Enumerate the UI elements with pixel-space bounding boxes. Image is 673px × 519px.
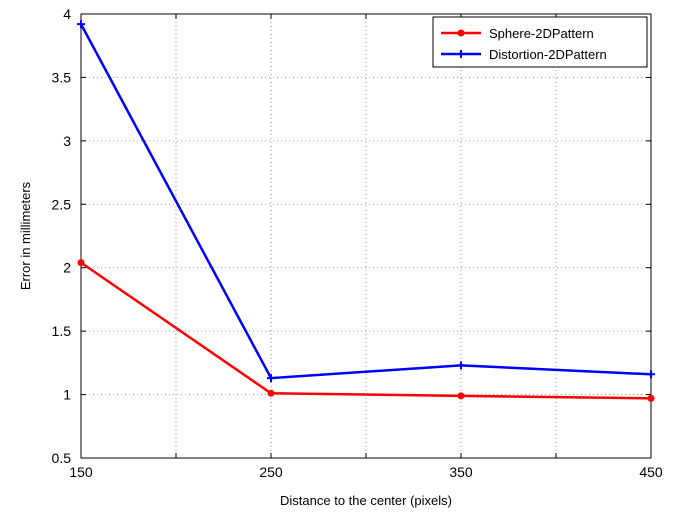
series-line-1 bbox=[79, 23, 652, 380]
data-point bbox=[647, 370, 655, 379]
legend-box bbox=[432, 16, 648, 68]
series bbox=[77, 20, 655, 402]
ticks: 150 250 350 450 0.5 1 1.5 2 2.5 3 3.5 4 bbox=[52, 6, 663, 480]
y-tick-label: 1.5 bbox=[52, 323, 72, 339]
data-point bbox=[267, 374, 275, 383]
legend-marker-distortion bbox=[457, 50, 465, 58]
y-tick-label: 2 bbox=[63, 260, 71, 276]
x-axis-label: Distance to the center (pixels) bbox=[280, 493, 452, 508]
legend: Sphere-2DPattern Distortion-2DPattern bbox=[432, 16, 648, 68]
y-tick-label: 2.5 bbox=[52, 196, 72, 212]
series-line-0 bbox=[80, 261, 652, 400]
plot-frame bbox=[80, 13, 652, 459]
legend-marker-sphere bbox=[457, 29, 465, 37]
grid bbox=[81, 14, 651, 458]
y-tick-label: 3 bbox=[63, 133, 71, 149]
legend-label-sphere: Sphere-2DPattern bbox=[489, 26, 594, 41]
data-point bbox=[647, 394, 655, 402]
y-tick-label: 1 bbox=[63, 387, 71, 403]
legend-label-distortion: Distortion-2DPattern bbox=[489, 47, 607, 62]
y-tick-label: 4 bbox=[63, 6, 71, 22]
data-point bbox=[77, 259, 85, 267]
data-point bbox=[457, 361, 465, 370]
y-tick-label: 0.5 bbox=[52, 450, 72, 466]
data-point bbox=[267, 389, 275, 397]
x-tick-label: 450 bbox=[639, 464, 663, 480]
data-point bbox=[77, 20, 85, 29]
y-tick-label: 3.5 bbox=[52, 69, 72, 85]
x-tick-label: 350 bbox=[449, 464, 473, 480]
x-tick-label: 250 bbox=[259, 464, 283, 480]
x-tick-label: 150 bbox=[69, 464, 93, 480]
data-point bbox=[457, 392, 465, 400]
y-axis-label: Error in millimeters bbox=[18, 181, 33, 290]
